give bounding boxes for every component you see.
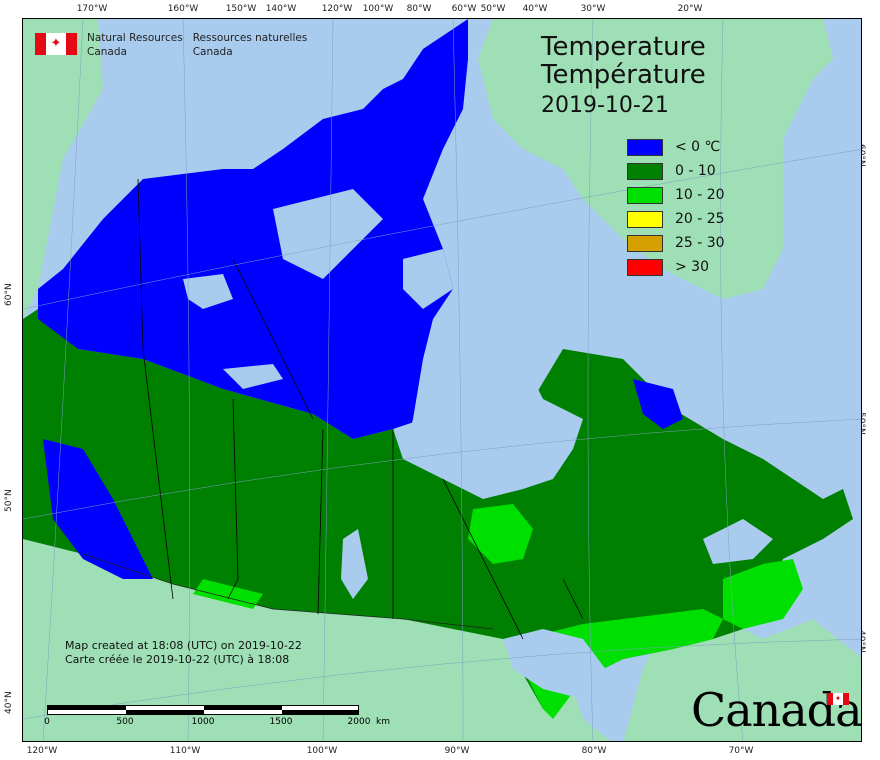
canada-flag-icon: ✦: [35, 33, 77, 55]
org-name-en: Natural Resources Canada: [87, 32, 183, 58]
greenland-land: [478, 19, 833, 299]
scale-bar: 0 500 1000 1500 2000 km: [44, 705, 407, 729]
region-10-20-prairies: [193, 579, 263, 609]
wordmark-flag-icon: ✦: [827, 693, 849, 705]
arctic-channel: [273, 189, 383, 279]
map-title-fr: Température: [541, 60, 706, 90]
tick-top: 170°W: [76, 4, 108, 14]
legend-swatch: [627, 186, 663, 204]
credit-line-fr: Carte créée le 2019-10-22 (UTC) à 18:08: [65, 653, 290, 666]
tick-bottom: 80°W: [581, 746, 607, 756]
legend-swatch: [627, 162, 663, 180]
legend-swatch: [627, 258, 663, 276]
legend-item: 20 - 25: [627, 207, 725, 231]
scale-label: 2000: [347, 717, 371, 727]
region-below-0-labrador: [633, 379, 683, 429]
tick-top: 120°W: [321, 4, 353, 14]
legend-swatch: [627, 138, 663, 156]
map-title-block: Temperature Température 2019-10-21: [541, 33, 706, 121]
org-name-fr: Ressources naturelles Canada: [192, 32, 308, 58]
international-border: [82, 553, 494, 630]
scale-label: 0: [44, 717, 50, 727]
legend-label: 0 - 10: [675, 163, 716, 179]
tick-bottom: 100°W: [306, 746, 338, 756]
great-lakes: [503, 629, 613, 699]
usa-land: [23, 539, 611, 741]
region-10-20-north-ontario: [468, 504, 533, 564]
tick-left: 40°N: [4, 691, 14, 714]
tick-top: 50°W: [480, 4, 506, 14]
region-below-0-bc: [43, 439, 153, 579]
tick-top: 40°W: [522, 4, 548, 14]
legend-item: 25 - 30: [627, 231, 725, 255]
tick-top: 160°W: [167, 4, 199, 14]
legend-item: 0 - 10: [627, 159, 725, 183]
scale-label: 1000: [191, 717, 215, 727]
tick-top: 100°W: [362, 4, 394, 14]
tick-left: 60°N: [4, 283, 14, 306]
tick-bottom: 110°W: [169, 746, 201, 756]
tick-bottom: 70°W: [728, 746, 754, 756]
great-slave-lake: [223, 364, 283, 389]
region-below-0: [38, 19, 468, 439]
scale-label: 1500: [269, 717, 293, 727]
legend-item: > 30: [627, 255, 725, 279]
legend-swatch: [627, 234, 663, 252]
legend-label: < 0 ℃: [675, 139, 721, 155]
legend-swatch: [627, 210, 663, 228]
hudson-bay: [403, 299, 583, 489]
legend: < 0 ℃ 0 - 10 10 - 20 20 - 25 25 - 30 > 3…: [627, 135, 725, 279]
alaska-land: [23, 19, 103, 319]
tick-left: 50°N: [4, 489, 14, 512]
tick-bottom: 90°W: [444, 746, 470, 756]
legend-label: 20 - 25: [675, 211, 725, 227]
map-canvas: ✦ Natural Resources Canada Ressources na…: [22, 18, 862, 742]
tick-bottom: 120°W: [26, 746, 58, 756]
region-10-20-maritimes: [723, 559, 803, 629]
legend-label: 10 - 20: [675, 187, 725, 203]
map-credits: Map created at 18:08 (UTC) on 2019-10-22…: [65, 639, 302, 667]
scale-bar-labels: 0 500 1000 1500 2000 km: [44, 717, 407, 729]
provincial-boundaries: [137, 178, 584, 640]
usa-land-east: [623, 619, 861, 741]
legend-item: 10 - 20: [627, 183, 725, 207]
legend-label: 25 - 30: [675, 235, 725, 251]
foxe-basin: [403, 249, 453, 309]
tick-top: 80°W: [406, 4, 432, 14]
tick-top: 20°W: [677, 4, 703, 14]
scale-bar-graphic: [47, 705, 359, 715]
scale-label: 500: [116, 717, 134, 727]
scale-unit: km: [376, 717, 390, 727]
lake-winnipeg: [341, 529, 368, 599]
gulf-st-lawrence: [703, 519, 773, 564]
map-date: 2019-10-21: [541, 93, 669, 118]
legend-label: > 30: [675, 259, 709, 275]
nrcan-logo: ✦ Natural Resources Canada Ressources na…: [35, 31, 307, 59]
great-bear-lake: [183, 274, 233, 309]
credit-line-en: Map created at 18:08 (UTC) on 2019-10-22: [65, 639, 302, 652]
tick-top: 30°W: [580, 4, 606, 14]
tick-top: 140°W: [265, 4, 297, 14]
tick-top: 60°W: [451, 4, 477, 14]
map-layers: [23, 19, 861, 741]
tick-top: 150°W: [225, 4, 257, 14]
legend-item: < 0 ℃: [627, 135, 725, 159]
map-title-en: Temperature: [541, 32, 706, 62]
